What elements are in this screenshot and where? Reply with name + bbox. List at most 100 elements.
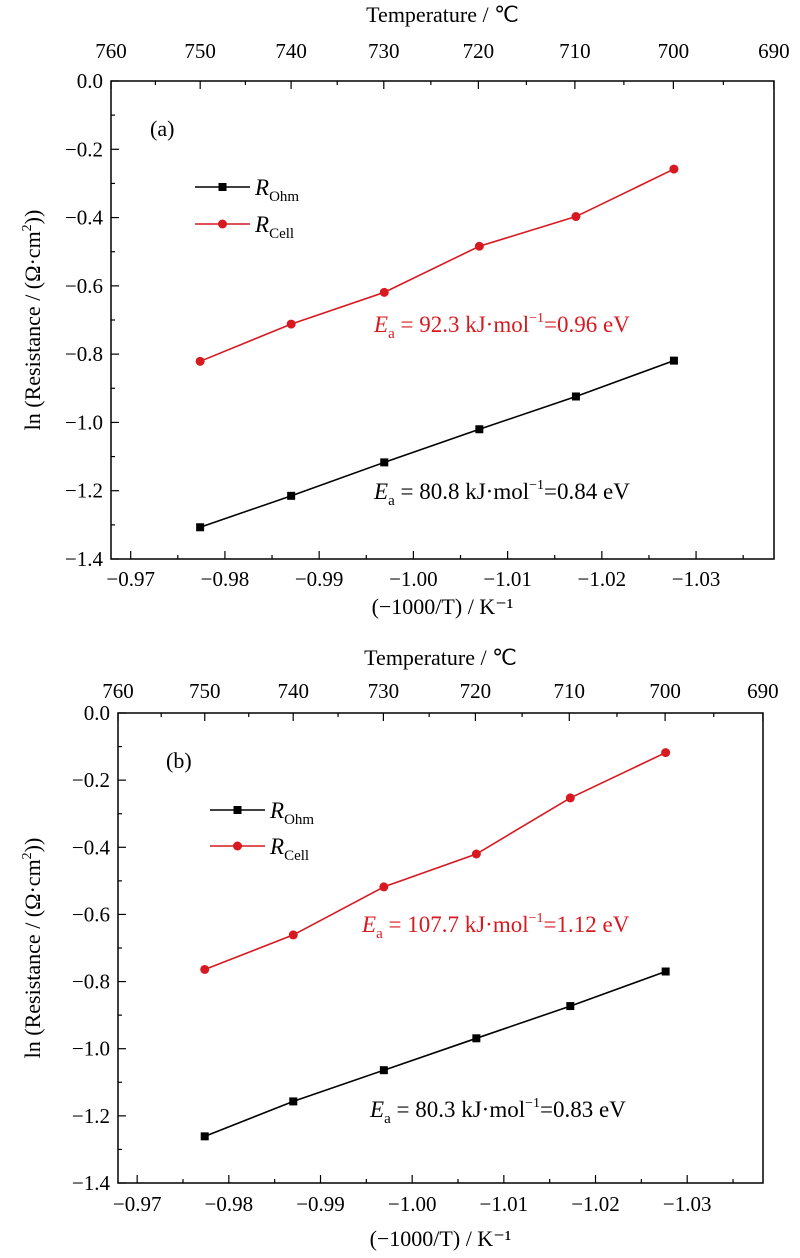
x-tick-label: −0.97 bbox=[113, 1192, 162, 1216]
legend-entry-ohm: ROhm bbox=[210, 798, 314, 828]
y-axis-label: ln (Resistance / (Ω·cm2)) bbox=[20, 210, 45, 431]
series-line bbox=[204, 751, 666, 971]
chart-panel-a: −0.97 −0.98 −0.99 −1.00 −1.01 −1.02 −1.03 760 75… bbox=[20, 2, 790, 619]
data-point bbox=[289, 1097, 298, 1106]
y-tick-label: −1.4 bbox=[72, 1171, 111, 1195]
top-tick-label: 760 bbox=[102, 679, 134, 703]
data-point bbox=[661, 967, 670, 976]
top-tick-label: 760 bbox=[95, 39, 127, 63]
x-tick-label: −1.03 bbox=[672, 567, 721, 591]
top-tick-label: 700 bbox=[649, 679, 681, 703]
legend-label: RCell bbox=[254, 212, 294, 242]
x-tick-label: −0.98 bbox=[205, 1192, 254, 1216]
data-point bbox=[565, 793, 575, 803]
x-tick-label: −1.00 bbox=[389, 567, 438, 591]
data-point bbox=[196, 523, 205, 532]
top-tick-label: 720 bbox=[463, 39, 495, 63]
x-tick-label: −1.01 bbox=[483, 567, 532, 591]
series-ohm bbox=[200, 967, 670, 1141]
x-axis-label: (−1000/T) / K⁻¹ bbox=[370, 1226, 512, 1251]
data-point bbox=[669, 356, 678, 365]
chart-panel-b: −0.97 −0.98 −0.99 −1.00 −1.01 −1.02 −1.03 760 75… bbox=[20, 645, 779, 1251]
legend-marker bbox=[218, 219, 227, 229]
data-point bbox=[195, 356, 205, 366]
data-point bbox=[288, 930, 298, 940]
y-tick-label: −1.2 bbox=[65, 479, 103, 503]
data-point bbox=[379, 287, 389, 297]
series-cell bbox=[200, 748, 671, 974]
activation-energy-label: Ea = 80.3 kJ·mol−1=0.83 eV bbox=[369, 1096, 626, 1127]
top-tick-label: 730 bbox=[368, 679, 400, 703]
legend-entry-cell: RCell bbox=[210, 834, 309, 864]
data-point bbox=[287, 491, 296, 500]
x-tick-label: −0.99 bbox=[296, 1192, 345, 1216]
legend-entry-ohm: ROhm bbox=[195, 175, 299, 205]
legend-label: RCell bbox=[269, 834, 309, 864]
top-tick-label: 690 bbox=[747, 679, 779, 703]
legend-marker bbox=[233, 841, 242, 851]
x-tick-label: −1.03 bbox=[663, 1192, 712, 1216]
data-point bbox=[474, 241, 484, 251]
data-point bbox=[379, 882, 389, 892]
y-axis-label: ln (Resistance / (Ω·cm2)) bbox=[20, 838, 45, 1059]
y-tick-label: −0.4 bbox=[72, 835, 111, 859]
data-point bbox=[472, 1034, 481, 1043]
x-axis-label: (−1000/T) / K⁻¹ bbox=[372, 594, 514, 619]
series-ohm bbox=[196, 356, 678, 532]
top-tick-label: 750 bbox=[184, 39, 216, 63]
y-tick-label: −0.8 bbox=[72, 970, 110, 994]
y-tick-label: −0.8 bbox=[65, 342, 103, 366]
top-tick-label: 720 bbox=[460, 679, 492, 703]
top-axis-title: Temperature / ℃ bbox=[366, 2, 519, 27]
y-tick-label: −0.6 bbox=[72, 902, 110, 926]
top-axis-title: Temperature / ℃ bbox=[364, 645, 517, 670]
data-point bbox=[571, 212, 581, 222]
data-point bbox=[566, 1002, 575, 1011]
panel-label: (a) bbox=[150, 116, 174, 141]
data-point bbox=[200, 964, 210, 974]
legend-entry-cell: RCell bbox=[195, 212, 294, 242]
top-tick-label: 730 bbox=[368, 39, 400, 63]
data-point bbox=[661, 748, 671, 758]
legend-label: ROhm bbox=[254, 175, 299, 205]
data-point bbox=[379, 1066, 388, 1075]
data-point bbox=[571, 392, 580, 401]
x-tick-label: −1.00 bbox=[388, 1192, 437, 1216]
y-tick-label: −1.0 bbox=[65, 410, 103, 434]
activation-energy-label: Ea = 107.7 kJ·mol−1=1.12 eV bbox=[361, 911, 630, 942]
y-tick-label: −1.2 bbox=[72, 1104, 110, 1128]
series-line bbox=[204, 970, 666, 1138]
y-tick-label: 0.0 bbox=[77, 69, 103, 93]
data-point bbox=[286, 319, 296, 329]
legend-marker bbox=[218, 183, 227, 191]
data-point bbox=[669, 164, 679, 174]
data-point bbox=[200, 1132, 209, 1141]
y-tick-label: −1.4 bbox=[65, 547, 104, 571]
activation-energy-label: Ea = 92.3 kJ·mol−1=0.96 eV bbox=[373, 311, 630, 342]
panel-label: (b) bbox=[166, 748, 192, 773]
top-tick-label: 690 bbox=[758, 39, 790, 63]
x-tick-label: −1.01 bbox=[480, 1192, 529, 1216]
legend-label: ROhm bbox=[269, 798, 314, 828]
top-tick-label: 710 bbox=[559, 39, 591, 63]
series-line bbox=[199, 359, 675, 529]
top-tick-label: 700 bbox=[658, 39, 690, 63]
top-tick-label: 710 bbox=[554, 679, 586, 703]
data-point bbox=[380, 458, 389, 467]
activation-energy-label: Ea = 80.8 kJ·mol−1=0.84 eV bbox=[373, 478, 630, 509]
x-tick-label: −1.02 bbox=[578, 567, 627, 591]
x-tick-label: −0.97 bbox=[106, 567, 155, 591]
y-tick-label: −0.4 bbox=[65, 206, 104, 230]
data-point bbox=[475, 425, 484, 434]
y-tick-label: −0.2 bbox=[65, 137, 103, 161]
y-tick-label: −0.6 bbox=[65, 274, 103, 298]
y-tick-label: −0.2 bbox=[72, 768, 110, 792]
x-tick-label: −1.02 bbox=[571, 1192, 620, 1216]
top-tick-label: 740 bbox=[277, 679, 309, 703]
top-tick-label: 750 bbox=[189, 679, 221, 703]
series-line bbox=[199, 168, 675, 363]
series-cell bbox=[195, 164, 679, 366]
x-tick-label: −0.98 bbox=[201, 567, 250, 591]
legend-marker bbox=[233, 806, 242, 814]
